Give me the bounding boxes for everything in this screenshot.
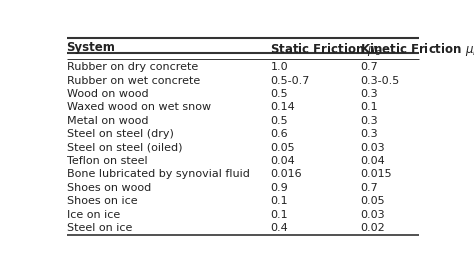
Text: 0.1: 0.1 xyxy=(271,196,288,206)
Text: 0.3-0.5: 0.3-0.5 xyxy=(360,76,400,86)
Text: 0.3: 0.3 xyxy=(360,89,378,99)
Text: 0.015: 0.015 xyxy=(360,169,392,180)
Text: Teflon on steel: Teflon on steel xyxy=(66,156,147,166)
Text: 0.5: 0.5 xyxy=(271,89,288,99)
Text: 0.016: 0.016 xyxy=(271,169,302,180)
Text: Rubber on wet concrete: Rubber on wet concrete xyxy=(66,76,200,86)
Text: 0.7: 0.7 xyxy=(360,62,378,72)
Text: 0.3: 0.3 xyxy=(360,116,378,126)
Text: Wood on wood: Wood on wood xyxy=(66,89,148,99)
Text: 0.3: 0.3 xyxy=(360,129,378,139)
Text: 0.05: 0.05 xyxy=(271,143,295,153)
Text: Kinetic Friction $\mu_k$: Kinetic Friction $\mu_k$ xyxy=(360,41,474,58)
Text: Bone lubricated by synovial fluid: Bone lubricated by synovial fluid xyxy=(66,169,249,180)
Text: 0.1: 0.1 xyxy=(360,102,378,113)
Text: 0.02: 0.02 xyxy=(360,223,385,233)
Text: 0.5: 0.5 xyxy=(271,116,288,126)
Text: 0.6: 0.6 xyxy=(271,129,288,139)
Text: Static Friction $\mu_s$: Static Friction $\mu_s$ xyxy=(271,41,382,58)
Text: 0.05: 0.05 xyxy=(360,196,385,206)
Text: 0.9: 0.9 xyxy=(271,183,288,193)
Text: Shoes on ice: Shoes on ice xyxy=(66,196,137,206)
Text: Shoes on wood: Shoes on wood xyxy=(66,183,151,193)
Text: System: System xyxy=(66,41,116,54)
Text: 0.03: 0.03 xyxy=(360,210,385,220)
Text: Steel on steel (dry): Steel on steel (dry) xyxy=(66,129,173,139)
Text: 0.03: 0.03 xyxy=(360,143,385,153)
Text: 0.5-0.7: 0.5-0.7 xyxy=(271,76,310,86)
Text: Waxed wood on wet snow: Waxed wood on wet snow xyxy=(66,102,211,113)
Text: 1.0: 1.0 xyxy=(271,62,288,72)
Text: Metal on wood: Metal on wood xyxy=(66,116,148,126)
Text: Ice on ice: Ice on ice xyxy=(66,210,120,220)
Text: 0.14: 0.14 xyxy=(271,102,295,113)
Text: 0.04: 0.04 xyxy=(360,156,385,166)
Text: 0.7: 0.7 xyxy=(360,183,378,193)
Text: 0.4: 0.4 xyxy=(271,223,288,233)
Text: Steel on steel (oiled): Steel on steel (oiled) xyxy=(66,143,182,153)
Text: Rubber on dry concrete: Rubber on dry concrete xyxy=(66,62,198,72)
Text: Steel on ice: Steel on ice xyxy=(66,223,132,233)
Text: 0.1: 0.1 xyxy=(271,210,288,220)
Text: 0.04: 0.04 xyxy=(271,156,295,166)
